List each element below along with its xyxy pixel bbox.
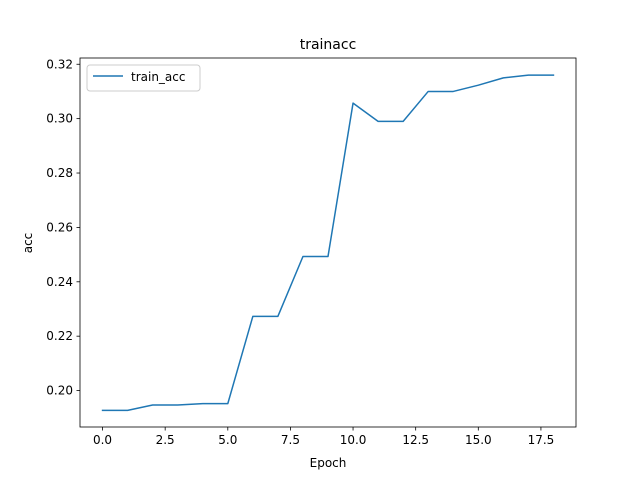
chart-title: trainacc	[300, 37, 357, 53]
y-tick-label: 0.20	[46, 384, 73, 398]
y-tick-label: 0.24	[46, 275, 73, 289]
x-tick-label: 5.0	[218, 433, 237, 447]
y-tick-label: 0.26	[46, 220, 73, 234]
series-layer	[101, 74, 555, 412]
y-tick-label: 0.28	[46, 166, 73, 180]
y-tick-label: 0.22	[46, 329, 73, 343]
x-axis-ticks: 0.0 2.5 5.0 7.5 10.0 12.5 15.0 17.5	[93, 427, 554, 447]
x-tick-label: 2.5	[156, 433, 175, 447]
series-line-train-acc	[101, 74, 555, 412]
x-tick-label: 0.0	[93, 433, 112, 447]
legend-box	[86, 64, 201, 92]
plot-area	[79, 57, 577, 428]
x-tick-label: 15.0	[465, 433, 492, 447]
x-axis-title: Epoch	[310, 456, 347, 470]
y-tick-label: 0.32	[46, 57, 73, 71]
x-tick-label: 10.0	[340, 433, 367, 447]
y-axis-ticks: 0.20 0.22 0.24 0.26 0.28 0.30 0.32	[46, 57, 80, 398]
legend-label-train-acc: train_acc	[131, 70, 185, 84]
y-tick-label: 0.30	[46, 112, 73, 126]
x-tick-label: 17.5	[528, 433, 555, 447]
axes-frame	[79, 57, 577, 428]
x-tick-label: 12.5	[402, 433, 429, 447]
y-axis-title: acc	[21, 233, 35, 254]
x-tick-label: 7.5	[281, 433, 300, 447]
legend: train_acc	[86, 64, 201, 92]
